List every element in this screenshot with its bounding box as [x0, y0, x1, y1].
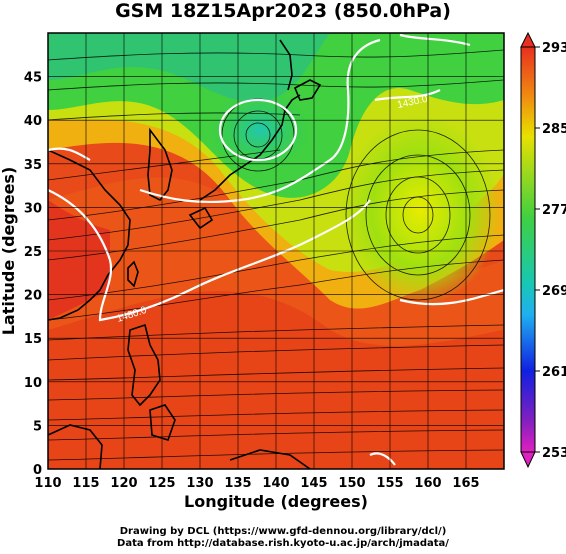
x-tick-label: 110: [34, 476, 61, 491]
colorbar-tick-label: 269: [542, 284, 566, 299]
credit-data: Data from http://database.rish.kyoto-u.a…: [117, 538, 449, 549]
x-axis-label: Longitude (degrees): [184, 492, 368, 511]
plot-frame: [47, 32, 505, 470]
colorbar-bottom-arrow: [520, 451, 536, 469]
y-tick-label: 0: [33, 463, 42, 478]
x-tick-label: 165: [452, 476, 479, 491]
y-tick-label: 35: [24, 158, 42, 173]
x-tick-label: 115: [72, 476, 99, 491]
y-tick-label: 30: [24, 201, 42, 216]
gridlines: [47, 33, 504, 470]
colorbar-top-arrow: [520, 31, 536, 48]
x-tick-label: 125: [148, 476, 175, 491]
colorbar: 293 285 277 269 261 253: [520, 31, 566, 469]
y-tick-label: 40: [24, 114, 42, 129]
colorbar-scale: [520, 46, 536, 453]
y-tick-label: 5: [33, 419, 42, 434]
x-tick-label: 145: [300, 476, 327, 491]
credit-drawing: Drawing by DCL (https://www.gfd-dennou.o…: [119, 526, 447, 537]
y-tick-label: 45: [24, 71, 42, 86]
x-tick-label: 120: [110, 476, 137, 491]
credits: Drawing by DCL (https://www.gfd-dennou.o…: [0, 526, 566, 550]
x-axis: 110 115 120 125 130 135 140 145 150 155 160 165: [34, 476, 479, 491]
x-tick-label: 130: [186, 476, 213, 491]
colorbar-tick-label: 261: [542, 365, 566, 380]
y-axis-label: Latitude (degrees): [0, 167, 18, 336]
colorbar-tick-label: 277: [542, 203, 566, 218]
y-tick-label: 25: [24, 245, 42, 260]
x-tick-label: 160: [414, 476, 441, 491]
x-tick-label: 155: [376, 476, 403, 491]
y-tick-label: 15: [24, 332, 42, 347]
y-axis: 0 5 10 15 20 25 30 35 40 45: [24, 71, 42, 478]
map-title: GSM 18Z15Apr2023 (850.0hPa): [115, 0, 451, 22]
colorbar-tick-label: 253: [542, 446, 566, 461]
y-tick-label: 10: [24, 376, 42, 391]
colorbar-tick-label: 285: [542, 122, 566, 137]
x-tick-label: 135: [224, 476, 251, 491]
colorbar-tick-label: 293: [542, 41, 566, 56]
x-tick-label: 140: [262, 476, 289, 491]
x-tick-label: 150: [338, 476, 365, 491]
y-tick-label: 20: [24, 289, 42, 304]
